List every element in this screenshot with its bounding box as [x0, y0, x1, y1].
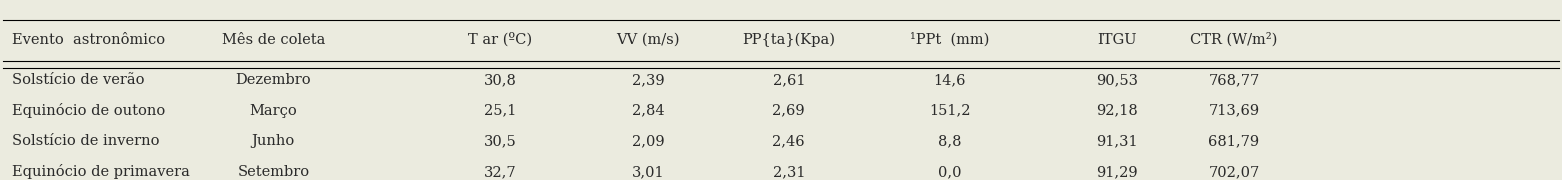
Text: 681,79: 681,79 [1209, 134, 1259, 148]
Text: 2,09: 2,09 [633, 134, 664, 148]
Text: VV (m/s): VV (m/s) [617, 33, 679, 47]
Text: 8,8: 8,8 [937, 134, 962, 148]
Text: ITGU: ITGU [1097, 33, 1137, 47]
Text: 25,1: 25,1 [484, 104, 515, 118]
Text: 91,31: 91,31 [1097, 134, 1137, 148]
Text: 92,18: 92,18 [1097, 104, 1137, 118]
Text: Solstício de inverno: Solstício de inverno [12, 134, 159, 148]
Text: CTR (W/m²): CTR (W/m²) [1190, 32, 1278, 47]
Text: Junho: Junho [251, 134, 295, 148]
Text: 30,5: 30,5 [484, 134, 515, 148]
Text: Setembro: Setembro [237, 165, 309, 179]
Text: Equinócio de outono: Equinócio de outono [12, 103, 166, 118]
Text: ¹PPt  (mm): ¹PPt (mm) [911, 32, 989, 47]
Text: Mês de coleta: Mês de coleta [222, 33, 325, 47]
Text: PP{ta}(Kpa): PP{ta}(Kpa) [742, 32, 836, 47]
Text: 768,77: 768,77 [1209, 73, 1259, 87]
Text: 702,07: 702,07 [1209, 165, 1259, 179]
Text: Equinócio de primavera: Equinócio de primavera [12, 164, 191, 179]
Text: 90,53: 90,53 [1097, 73, 1137, 87]
Text: Evento  astronômico: Evento astronômico [12, 33, 166, 47]
Text: 14,6: 14,6 [934, 73, 965, 87]
Text: 0,0: 0,0 [937, 165, 962, 179]
Text: 2,69: 2,69 [773, 104, 804, 118]
Text: Solstício de verão: Solstício de verão [12, 73, 145, 87]
Text: 32,7: 32,7 [484, 165, 515, 179]
Text: 2,84: 2,84 [633, 104, 664, 118]
Text: T ar (ºC): T ar (ºC) [467, 32, 533, 47]
Text: 713,69: 713,69 [1209, 104, 1259, 118]
Text: 151,2: 151,2 [929, 104, 970, 118]
Text: 2,61: 2,61 [773, 73, 804, 87]
Text: 30,8: 30,8 [483, 73, 517, 87]
Text: 3,01: 3,01 [633, 165, 664, 179]
Text: 91,29: 91,29 [1097, 165, 1137, 179]
Text: 2,46: 2,46 [773, 134, 804, 148]
Text: Março: Março [250, 104, 297, 118]
Text: 2,39: 2,39 [633, 73, 664, 87]
Text: Dezembro: Dezembro [236, 73, 311, 87]
Text: 2,31: 2,31 [773, 165, 804, 179]
